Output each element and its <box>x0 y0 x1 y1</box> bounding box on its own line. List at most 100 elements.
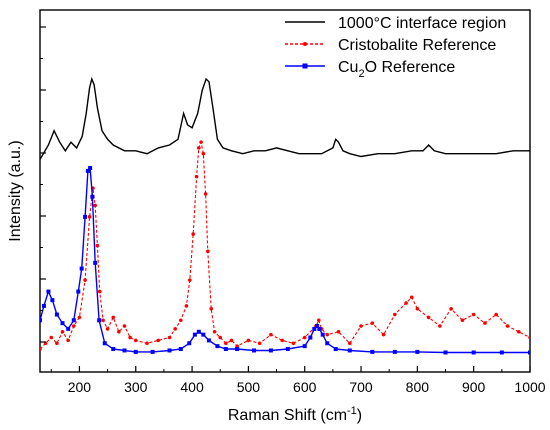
point-cu2o-reference <box>97 318 102 323</box>
x-tick-label: 800 <box>406 379 430 395</box>
axes: 200 300 400 500 600 700 800 900 1000 Raman Shift … <box>7 26 546 424</box>
point-cu2o-reference <box>201 332 206 337</box>
point-cristobalite-reference <box>40 347 42 351</box>
point-cristobalite-reference <box>199 140 203 144</box>
point-cu2o-reference <box>528 350 530 355</box>
point-cristobalite-reference <box>145 341 149 346</box>
point-cu2o-reference <box>196 329 201 334</box>
point-cristobalite-reference <box>188 278 192 282</box>
point-cristobalite-reference <box>229 338 234 343</box>
point-cristobalite-reference <box>156 338 161 343</box>
series-line-1000-c-interface-region <box>40 76 530 160</box>
point-cristobalite-reference <box>246 338 251 343</box>
x-tick-label: 400 <box>180 379 204 395</box>
point-cristobalite-reference <box>117 329 121 334</box>
point-cristobalite-reference <box>209 306 214 311</box>
point-cu2o-reference <box>443 350 448 355</box>
point-cristobalite-reference <box>438 324 442 328</box>
point-cristobalite-reference <box>280 338 284 343</box>
point-cu2o-reference <box>317 326 322 331</box>
point-cristobalite-reference <box>325 332 330 337</box>
point-cristobalite-reference <box>179 318 183 323</box>
point-cu2o-reference <box>223 347 228 352</box>
point-cristobalite-reference <box>71 324 76 328</box>
point-cristobalite-reference <box>370 321 375 325</box>
point-cristobalite-reference <box>257 341 262 346</box>
point-cu2o-reference <box>71 318 76 323</box>
point-cristobalite-reference <box>184 304 189 308</box>
point-cu2o-reference <box>499 350 504 355</box>
point-cristobalite-reference <box>122 324 127 328</box>
point-cu2o-reference <box>333 347 338 352</box>
point-cu2o-reference <box>285 347 290 352</box>
point-cristobalite-reference <box>128 335 132 340</box>
point-cristobalite-reference <box>224 341 228 346</box>
point-cu2o-reference <box>347 348 352 353</box>
point-cristobalite-reference <box>347 341 352 346</box>
point-cristobalite-reference <box>404 301 408 305</box>
point-cu2o-reference <box>66 326 71 331</box>
point-cu2o-reference <box>308 335 313 340</box>
point-cristobalite-reference <box>133 338 138 343</box>
x-tick-label: 1000 <box>514 379 545 395</box>
point-cu2o-reference <box>415 349 420 354</box>
point-cristobalite-reference <box>101 318 105 323</box>
point-cristobalite-reference <box>460 318 465 323</box>
legend-label-1000-c-interface-region: 1000°C interface region <box>338 15 506 32</box>
point-cu2o-reference <box>315 324 320 329</box>
point-cristobalite-reference <box>111 315 116 320</box>
point-cu2o-reference <box>102 341 107 346</box>
point-cu2o-reference <box>370 349 375 354</box>
point-cu2o-reference <box>76 289 81 294</box>
x-tick-label: 700 <box>349 379 373 395</box>
point-cristobalite-reference <box>505 324 510 328</box>
point-cristobalite-reference <box>212 329 217 334</box>
point-cristobalite-reference <box>359 324 363 328</box>
point-cristobalite-reference <box>528 335 530 340</box>
point-cu2o-reference <box>150 349 155 354</box>
point-cu2o-reference <box>187 341 192 346</box>
point-cristobalite-reference <box>167 335 172 340</box>
point-cu2o-reference <box>312 326 317 331</box>
point-cristobalite-reference <box>269 332 273 337</box>
point-cu2o-reference <box>302 344 307 349</box>
point-cristobalite-reference <box>516 329 521 334</box>
point-cristobalite-reference <box>494 312 499 317</box>
point-cristobalite-reference <box>95 243 100 248</box>
legend-marker-cristobalite-reference <box>303 42 307 46</box>
series-layer <box>40 76 530 355</box>
point-cu2o-reference <box>111 347 116 352</box>
point-cu2o-reference <box>167 348 172 353</box>
legend: 1000°C interface region Cristobalite Refe… <box>285 15 506 80</box>
point-cu2o-reference <box>40 318 42 323</box>
point-cu2o-reference <box>206 338 211 343</box>
point-cristobalite-reference <box>483 321 487 325</box>
point-cu2o-reference <box>79 266 84 271</box>
point-cu2o-reference <box>252 348 257 353</box>
x-axis-title: Raman Shift (cm-1) <box>228 405 362 424</box>
point-cristobalite-reference <box>87 215 92 219</box>
point-cu2o-reference <box>215 344 220 349</box>
point-cristobalite-reference <box>83 278 87 282</box>
point-cristobalite-reference <box>55 341 59 346</box>
point-cristobalite-reference <box>97 289 102 294</box>
point-cu2o-reference <box>85 168 90 173</box>
point-cristobalite-reference <box>66 338 70 343</box>
point-cristobalite-reference <box>60 329 65 334</box>
point-cu2o-reference <box>268 348 273 353</box>
point-cristobalite-reference <box>218 335 223 340</box>
point-cristobalite-reference <box>316 318 321 323</box>
point-cu2o-reference <box>392 349 397 354</box>
point-cu2o-reference <box>235 347 240 352</box>
point-cristobalite-reference <box>93 203 97 208</box>
point-cu2o-reference <box>93 260 98 265</box>
point-cristobalite-reference <box>49 335 54 340</box>
point-cristobalite-reference <box>194 174 199 179</box>
point-cristobalite-reference <box>291 341 296 346</box>
point-cu2o-reference <box>178 347 183 352</box>
point-cu2o-reference <box>192 332 197 337</box>
point-cristobalite-reference <box>426 315 431 320</box>
point-cu2o-reference <box>50 298 55 303</box>
series-line-cu2o-reference <box>40 166 530 354</box>
